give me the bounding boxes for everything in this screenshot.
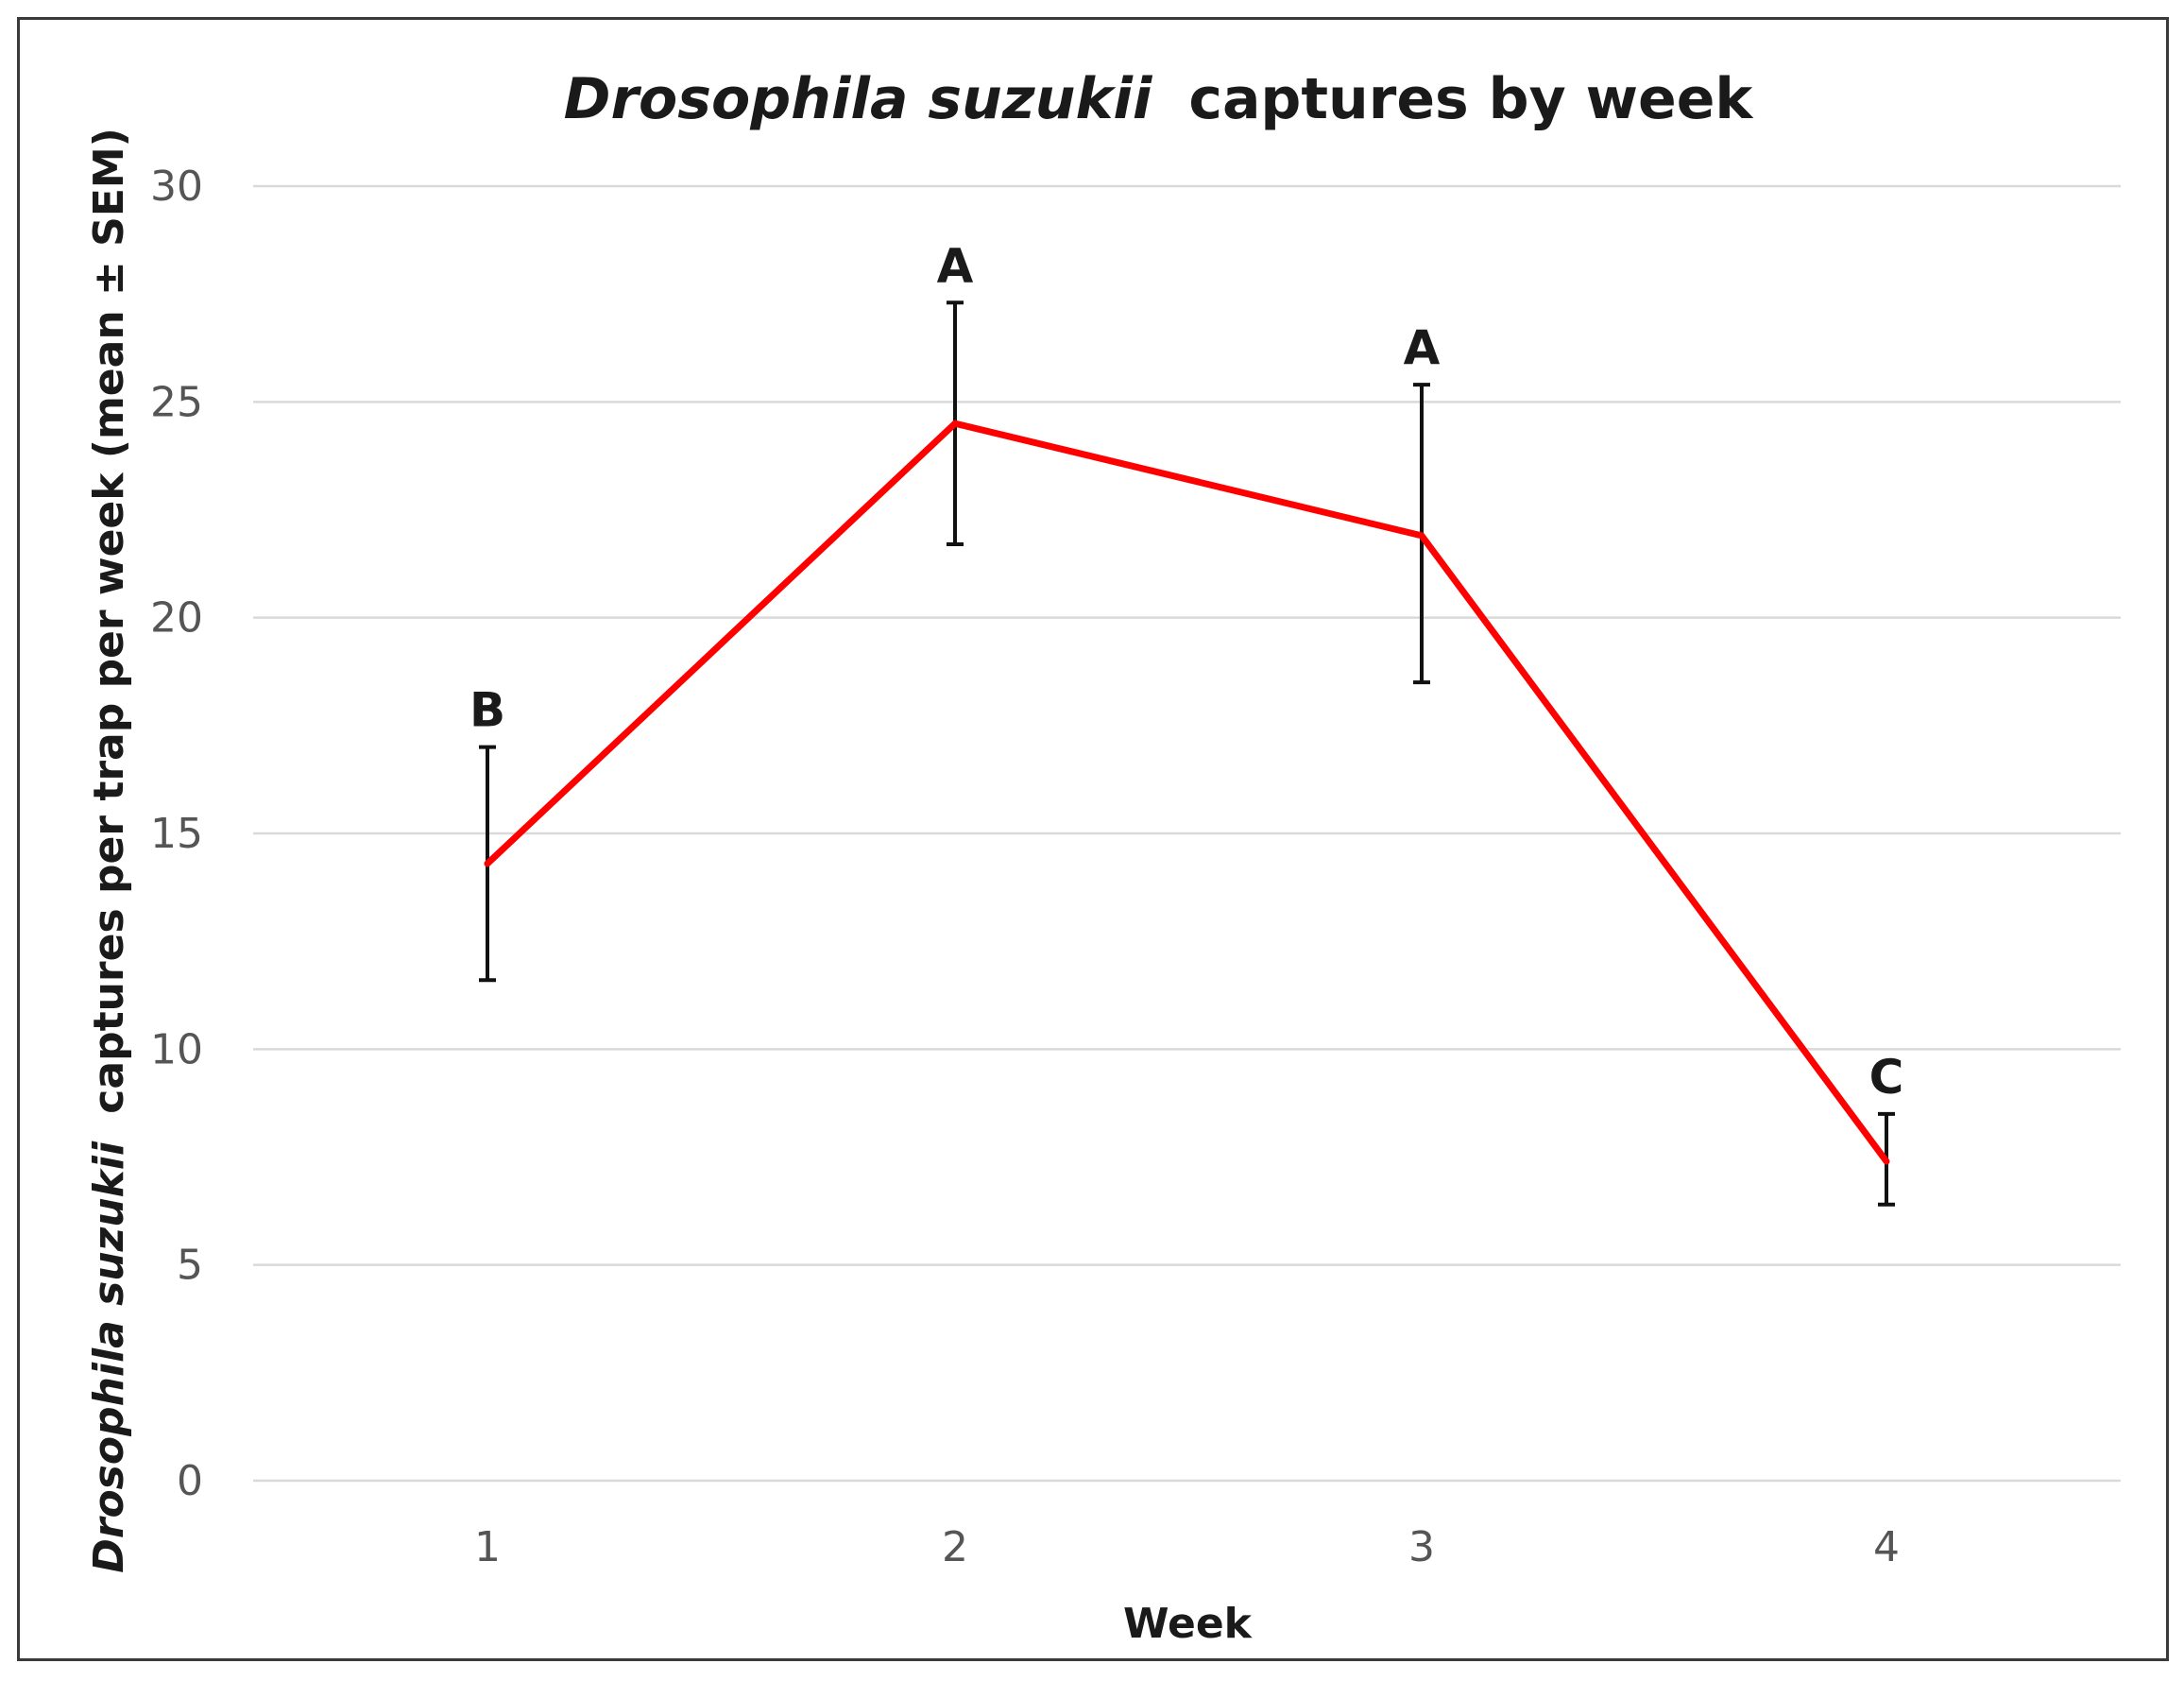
x-axis-ticks: 1 2 3 4	[474, 1523, 1900, 1571]
series-line-segment	[1418, 532, 1890, 1165]
significance-letter: C	[1869, 1050, 1904, 1105]
error-bars	[479, 300, 1895, 1207]
y-tick-label: 15	[150, 810, 203, 858]
y-tick-label: 25	[150, 378, 203, 426]
y-tick-label: 20	[150, 594, 203, 643]
y-axis-ticks: 0 5 10 15 20 25 30	[150, 163, 203, 1505]
significance-letters: B A A C	[469, 238, 1903, 1105]
series-lines	[484, 420, 1890, 1165]
y-tick-label: 30	[150, 163, 203, 211]
series-line-segment	[951, 420, 1425, 540]
y-axis-label-italic: Drosophila suzukii	[85, 1141, 133, 1573]
y-tick-label: 10	[150, 1025, 203, 1073]
significance-letter: B	[469, 683, 505, 738]
y-axis-label-rest: captures per trap per week (mean ± SEM)	[85, 128, 133, 1114]
y-tick-label: 0	[177, 1457, 203, 1505]
y-axis-label: Drosophila suzukii captures per trap per…	[85, 128, 133, 1573]
chart-title: Drosophila suzukii captures by week	[564, 66, 1755, 132]
x-tick-label: 3	[1408, 1523, 1435, 1571]
x-axis-label: Week	[1123, 1600, 1254, 1648]
series-line-segment	[484, 420, 959, 867]
x-tick-label: 1	[474, 1523, 501, 1571]
gridlines	[253, 184, 2121, 1483]
chart-title-rest: captures by week	[1188, 66, 1754, 132]
x-tick-label: 4	[1873, 1523, 1900, 1571]
significance-letter: A	[1404, 320, 1441, 375]
chart-title-italic: Drosophila suzukii	[564, 66, 1153, 132]
y-tick-label: 5	[177, 1242, 203, 1290]
chart-frame	[17, 17, 2169, 1661]
significance-letter: A	[937, 238, 974, 293]
x-tick-label: 2	[942, 1523, 968, 1571]
